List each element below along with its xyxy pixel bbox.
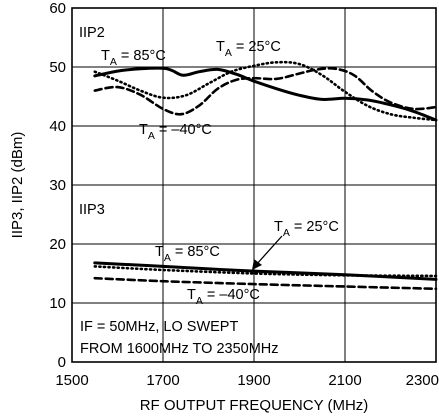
iip3-ta-minus40-label: TA = –40°C <box>187 287 260 307</box>
y-tick-label: 10 <box>49 295 66 312</box>
series-line-4 <box>93 265 438 278</box>
condition-note-line1: IF = 50MHz, LO SWEPT <box>80 319 238 335</box>
y-tick-label: 50 <box>49 59 66 76</box>
x-tick-labels: 1500 1700 1900 2100 2300 <box>55 372 439 389</box>
y-tick-label: 60 <box>49 0 66 17</box>
y-tick-label: 30 <box>49 177 66 194</box>
x-axis-title: RF OUTPUT FREQUENCY (MHz) <box>140 397 369 414</box>
x-tick-label: 1500 <box>55 372 88 389</box>
iip2-label: IIP2 <box>79 25 105 41</box>
y-tick-labels: 0 10 20 30 40 50 60 <box>49 0 66 371</box>
condition-note-line2: FROM 1600MHz TO 2350MHz <box>80 341 279 357</box>
iip3-label: IIP3 <box>79 202 105 218</box>
plot-frame <box>71 7 437 363</box>
iip2-ta-25-label: TA = 25°C <box>216 39 281 59</box>
iip2-ta-minus40-label: TA = –40°C <box>139 122 212 142</box>
iip2-ta-85-label: TA = 85°C <box>101 48 166 68</box>
iip3-ta-85-label: TA = 85°C <box>155 244 220 264</box>
x-tick-label: 1900 <box>237 372 270 389</box>
series-group <box>93 60 438 291</box>
iip3-ta-25-label: TA = 25°C <box>274 219 339 239</box>
x-tick-label: 2300 <box>406 372 439 389</box>
y-axis-title: IIP3, IIP2 (dBm) <box>9 132 26 239</box>
series-line-2 <box>93 67 438 116</box>
y-tick-label: 40 <box>49 118 66 135</box>
x-tick-label: 1700 <box>146 372 179 389</box>
y-tick-label: 20 <box>49 236 66 253</box>
x-tick-label: 2100 <box>328 372 361 389</box>
series-line-1 <box>93 60 438 122</box>
series-line-5 <box>93 276 438 291</box>
y-tick-label: 0 <box>58 354 66 371</box>
iip3-ta-25-arrow <box>252 235 283 270</box>
